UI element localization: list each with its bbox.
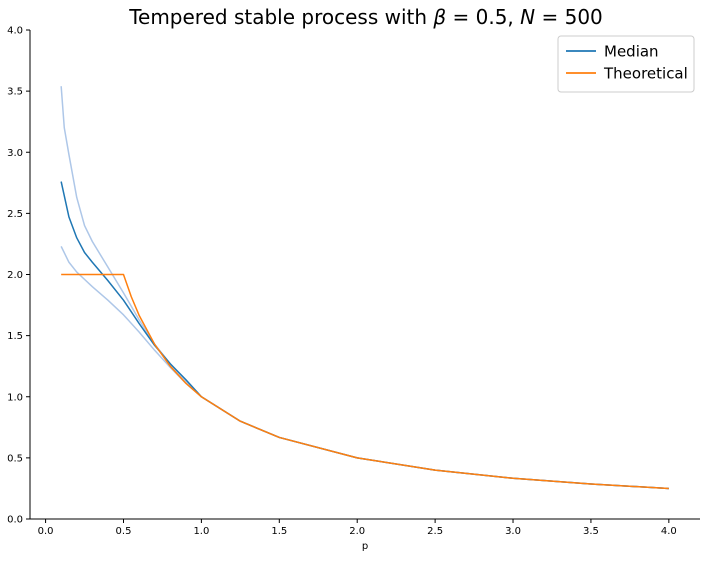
legend-box bbox=[557, 35, 695, 93]
x-tick-label: 2.0 bbox=[349, 526, 365, 537]
y-tick-label: 2.5 bbox=[7, 209, 23, 220]
x-tick-label: 1.5 bbox=[271, 526, 287, 537]
y-tick-label: 3.0 bbox=[7, 148, 23, 159]
y-tick-label: 3.5 bbox=[7, 87, 23, 98]
series-layer bbox=[60, 86, 669, 490]
x-tick-label: 4.0 bbox=[661, 526, 677, 537]
series-line-theoretical bbox=[61, 273, 669, 490]
x-tick-label: 2.5 bbox=[427, 526, 443, 537]
x-tick-label: 3.0 bbox=[505, 526, 521, 537]
y-tick-label: 0.5 bbox=[7, 453, 23, 464]
legend-label-median: Median bbox=[604, 43, 659, 61]
legend-label-theoretical: Theoretical bbox=[603, 65, 688, 83]
y-tick-label: 0.0 bbox=[7, 515, 23, 526]
x-tick-label: 0.5 bbox=[116, 526, 132, 537]
chart-title: Tempered stable process with β = 0.5, N … bbox=[128, 5, 603, 29]
series-line-median bbox=[60, 181, 669, 490]
x-tick-label: 0.0 bbox=[38, 526, 54, 537]
y-tick-label: 4.0 bbox=[7, 26, 23, 37]
y-tick-label: 2.0 bbox=[7, 270, 23, 281]
y-tick-label: 1.5 bbox=[7, 331, 23, 342]
series-line-2 bbox=[60, 86, 669, 490]
series-line-3 bbox=[60, 246, 669, 490]
x-tick-label: 1.0 bbox=[193, 526, 209, 537]
legend: Median Theoretical bbox=[557, 35, 695, 93]
x-axis-label: p bbox=[362, 541, 368, 552]
x-tick-label: 3.5 bbox=[583, 526, 599, 537]
axes-layer: 0.0 0.5 1.0 1.5 2.0 2.5 3.0 3.5 4.0 0.0 0.5 1.0 1.5 2… bbox=[7, 26, 700, 537]
y-tick-label: 1.0 bbox=[7, 392, 23, 403]
